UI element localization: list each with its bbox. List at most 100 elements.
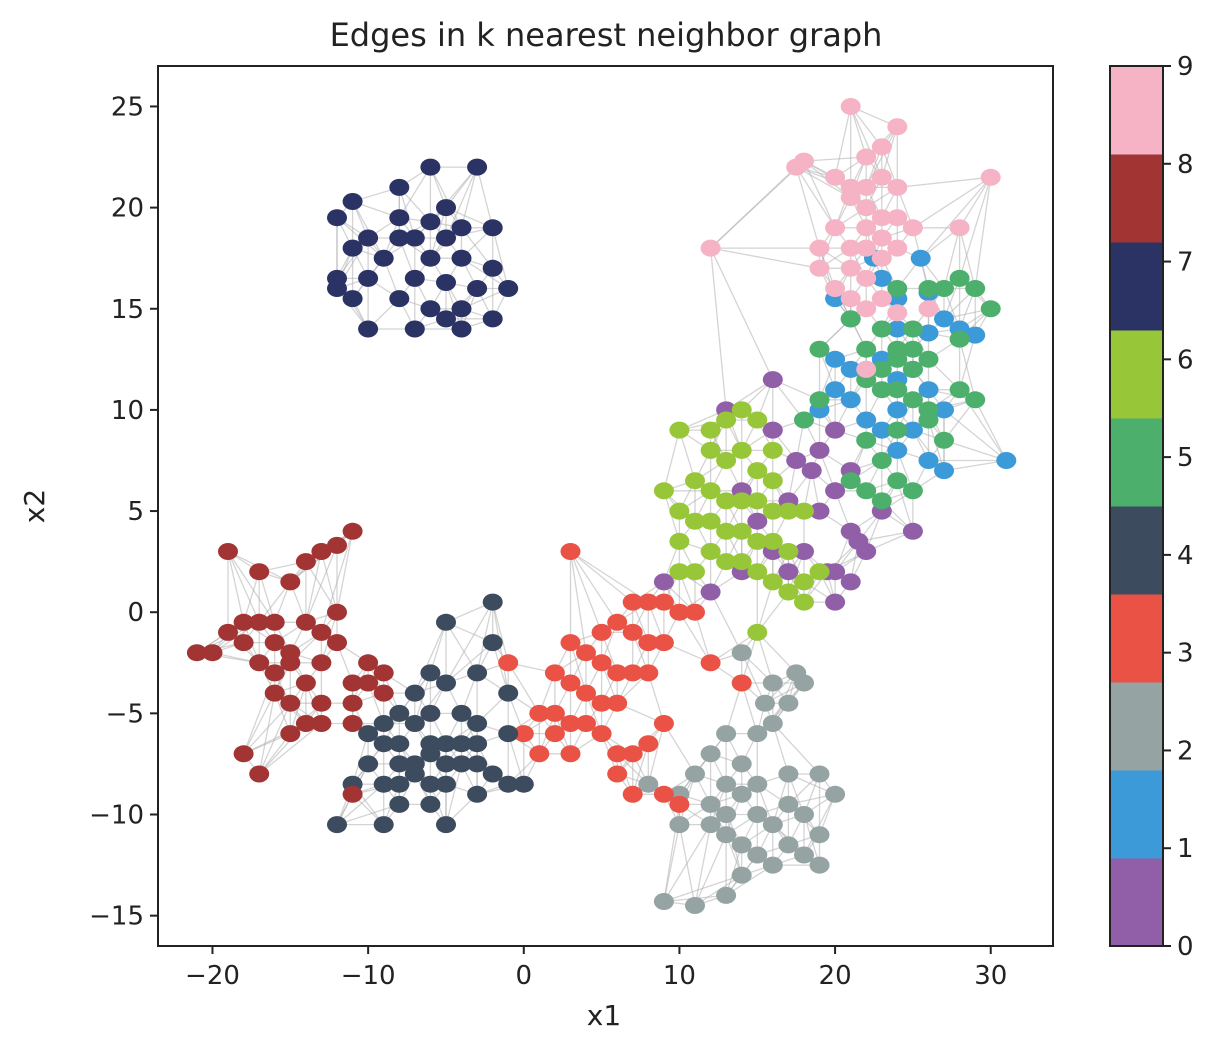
graph-edge <box>663 723 696 775</box>
data-point-class-5 <box>902 391 923 409</box>
data-point-class-8 <box>280 725 301 743</box>
graph-edge <box>741 652 766 704</box>
data-point-class-4 <box>482 593 503 611</box>
colorbar-frame <box>1109 65 1164 947</box>
data-point-class-5 <box>809 391 830 409</box>
data-point-class-8 <box>233 634 254 652</box>
data-point-class-4 <box>436 816 456 834</box>
colorbar-segment <box>1110 682 1163 771</box>
graph-edge <box>710 591 743 653</box>
graph-edge <box>920 176 992 259</box>
data-point-class-9 <box>980 168 1001 186</box>
data-point-class-4 <box>420 745 441 763</box>
graph-edge <box>772 723 820 775</box>
data-point-class-8 <box>373 664 394 682</box>
y-tick-label: 15 <box>111 295 144 325</box>
data-point-class-6 <box>716 411 737 429</box>
data-point-class-3 <box>622 664 643 682</box>
data-points <box>186 98 1017 914</box>
data-point-class-7 <box>404 269 425 287</box>
data-point-class-9 <box>809 259 830 277</box>
data-point-class-1 <box>910 249 931 267</box>
graph-edge <box>445 601 494 684</box>
data-point-class-8 <box>249 765 270 783</box>
data-point-class-5 <box>856 340 877 358</box>
data-point-class-2 <box>669 816 690 834</box>
data-point-class-5 <box>871 320 892 338</box>
data-point-class-6 <box>731 553 752 571</box>
graph-edge <box>897 176 991 189</box>
data-point-class-7 <box>358 320 379 338</box>
data-point-class-7 <box>482 219 503 237</box>
data-point-class-4 <box>436 613 456 631</box>
graph-edge <box>492 601 509 663</box>
graph-edge <box>756 632 774 684</box>
data-point-class-9 <box>871 209 892 227</box>
data-point-class-6 <box>653 482 674 500</box>
graph-edge <box>678 429 696 481</box>
data-point-class-6 <box>778 502 799 520</box>
graph-edge <box>741 682 758 734</box>
data-point-class-2 <box>638 775 659 793</box>
data-point-class-8 <box>373 684 394 702</box>
data-point-class-9 <box>871 229 892 247</box>
data-point-class-9 <box>887 178 908 196</box>
y-tick-label: 10 <box>111 396 144 426</box>
data-point-class-8 <box>342 694 363 712</box>
data-point-class-3 <box>544 725 565 743</box>
graph-edge <box>710 160 805 249</box>
data-point-class-2 <box>685 765 705 783</box>
data-point-class-0 <box>809 441 830 459</box>
data-point-class-6 <box>700 441 721 459</box>
x-tick-label: 0 <box>516 961 533 991</box>
data-point-class-9 <box>825 280 846 297</box>
data-point-class-3 <box>622 623 643 641</box>
data-point-class-9 <box>700 239 721 257</box>
graph-edge <box>476 166 494 228</box>
y-axis-label: x2 <box>18 489 51 523</box>
data-point-class-3 <box>607 613 628 631</box>
data-point-class-2 <box>747 725 768 743</box>
y-tick-label: 25 <box>111 92 144 122</box>
data-point-class-5 <box>809 340 830 358</box>
data-point-class-2 <box>762 715 783 732</box>
data-point-class-2 <box>747 806 768 823</box>
data-point-class-5 <box>902 482 923 500</box>
data-point-class-2 <box>716 886 737 904</box>
data-point-class-3 <box>638 735 659 753</box>
data-point-class-3 <box>685 603 705 621</box>
data-point-class-2 <box>731 866 752 884</box>
data-point-class-9 <box>856 360 877 378</box>
y-tick-label: −10 <box>89 801 144 831</box>
data-point-class-7 <box>389 229 410 247</box>
data-point-class-9 <box>902 219 923 237</box>
data-point-class-1 <box>887 320 908 338</box>
data-point-class-6 <box>716 452 737 469</box>
data-point-class-5 <box>856 482 877 500</box>
data-point-class-9 <box>918 300 939 318</box>
data-point-class-8 <box>342 522 363 540</box>
colorbar-segment <box>1110 858 1163 947</box>
data-point-class-4 <box>513 775 534 793</box>
data-point-class-8 <box>218 623 238 641</box>
graph-edge <box>569 551 587 653</box>
data-point-class-7 <box>358 229 379 247</box>
data-point-class-2 <box>778 836 799 854</box>
data-point-class-0 <box>840 573 861 591</box>
data-point-class-1 <box>902 421 923 439</box>
x-tick-label: 20 <box>819 961 852 991</box>
graph-edge <box>445 621 478 674</box>
data-point-class-2 <box>778 694 799 712</box>
colorbar-tick-label: 6 <box>1177 345 1194 375</box>
graph-edge <box>756 581 774 633</box>
data-point-class-2 <box>747 775 768 793</box>
data-point-class-6 <box>794 593 814 611</box>
data-point-class-6 <box>669 502 690 520</box>
data-point-class-5 <box>934 280 954 297</box>
graph-edge <box>320 551 338 613</box>
data-point-class-3 <box>638 634 659 652</box>
data-point-class-4 <box>467 755 488 773</box>
data-point-class-0 <box>762 421 783 439</box>
data-point-class-4 <box>451 755 472 773</box>
data-point-class-9 <box>871 138 892 156</box>
